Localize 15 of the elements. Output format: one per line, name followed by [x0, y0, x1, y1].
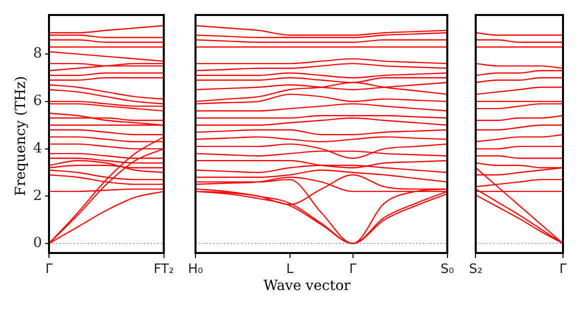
y-tick-label: 4 — [33, 140, 42, 156]
x-tick-label: H₀ — [188, 262, 203, 278]
y-axis-title: Frequency (THz) — [13, 74, 29, 198]
x-tick-label: L — [286, 262, 294, 278]
x-tick-label: FT₂ — [154, 262, 174, 278]
x-tick-label: Γ — [45, 262, 54, 278]
x-tick-label: Γ — [349, 262, 358, 278]
y-tick-label: 2 — [33, 188, 42, 204]
y-tick-label: 6 — [33, 93, 42, 110]
x-axis-title: Wave vector — [262, 278, 352, 294]
y-tick-label: 8 — [33, 46, 42, 62]
y-tick-label: 0 — [33, 235, 42, 252]
x-tick-label: Γ — [559, 262, 568, 278]
x-tick-label: S₂ — [468, 262, 482, 278]
x-tick-label: S₀ — [440, 262, 454, 278]
